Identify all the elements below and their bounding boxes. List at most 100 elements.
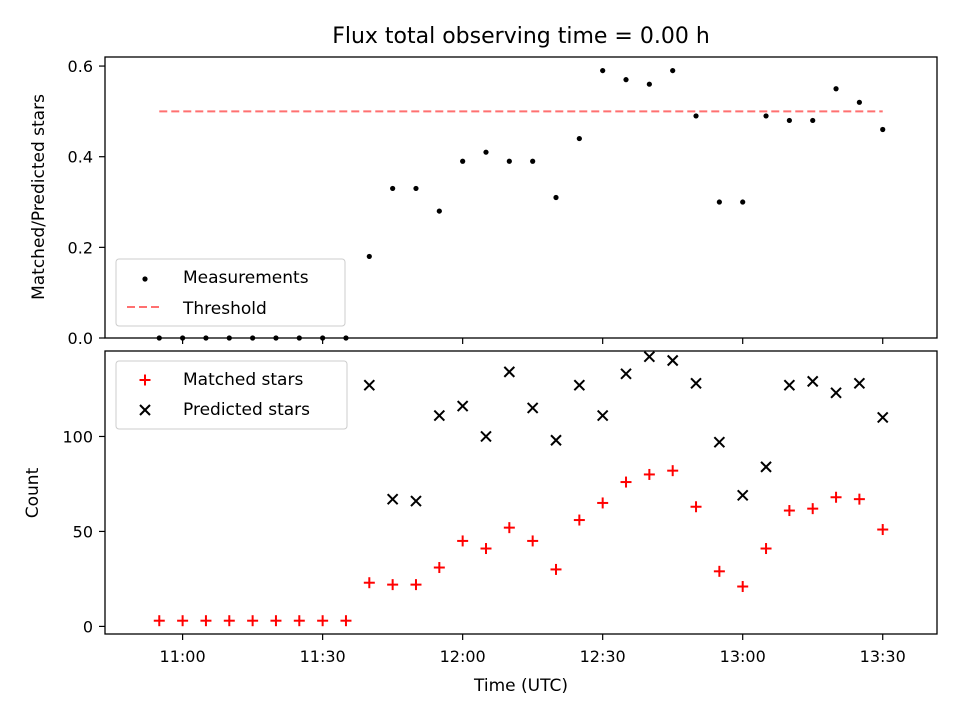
matched-point <box>667 465 679 477</box>
predicted-point <box>877 411 889 424</box>
measurement-point <box>833 86 839 92</box>
count-y-ticks: 0 50 100 <box>62 427 105 636</box>
predicted-point <box>830 387 842 399</box>
legend-matched-plus <box>139 374 151 386</box>
ratio-x-ticks <box>182 338 884 344</box>
matched-point <box>410 579 422 591</box>
matched-point <box>597 497 609 509</box>
matched-point <box>433 562 445 574</box>
predicted-point <box>690 377 702 389</box>
measurement-point <box>716 199 722 205</box>
matched-point <box>853 493 865 505</box>
predicted-point <box>526 402 539 414</box>
predicted-point <box>503 366 516 378</box>
predicted-point-b <box>526 402 539 414</box>
measurement-point <box>530 158 536 164</box>
matched-point <box>760 543 772 555</box>
matched-point <box>690 501 702 513</box>
ratio-axes-frame <box>104 56 938 339</box>
predicted-point-b <box>573 379 586 391</box>
matched-point <box>317 615 329 627</box>
matched-point <box>713 565 725 577</box>
matched-point <box>783 505 795 517</box>
predicted-point-b <box>410 495 422 507</box>
predicted-point-b <box>596 409 609 422</box>
predicted-point <box>573 379 586 391</box>
ratio-legend: Measurements Threshold <box>115 258 346 327</box>
legend-predicted-marker <box>139 404 151 416</box>
predicted-point-b <box>830 387 842 399</box>
count-y-tick-label: 0 <box>83 617 93 636</box>
matched-point <box>153 615 165 627</box>
predicted-point-b <box>853 377 866 389</box>
measurement-point <box>693 113 699 119</box>
predicted-point-b <box>877 411 889 424</box>
predicted-point-b <box>433 409 446 422</box>
matched-point <box>223 615 235 627</box>
x-axis-label: Time (UTC) <box>473 676 568 696</box>
count-x-ticks: 11:00 11:30 12:00 12:30 13:00 13:30 <box>160 634 906 666</box>
predicted-point <box>736 489 749 502</box>
ratio-axes: 0.0 0.2 0.4 0.6 Matched/Predicted stars Mea… <box>29 56 938 348</box>
matched-point <box>807 503 819 515</box>
count-axes-frame <box>104 350 938 635</box>
predicted-point <box>783 379 796 391</box>
ratio-y-axis-label: Matched/Predicted stars <box>29 94 49 300</box>
x-tick-label: 12:00 <box>440 647 486 666</box>
chart-title: Flux total observing time = 0.00 h <box>332 24 710 49</box>
measurement-point <box>576 135 582 142</box>
matched-point <box>177 615 189 627</box>
measurement-point <box>786 117 792 124</box>
predicted-point-b <box>363 379 376 391</box>
measurement-point <box>436 208 442 214</box>
x-tick-label: 11:00 <box>160 647 206 666</box>
predicted-point <box>433 409 446 422</box>
predicted-point <box>456 400 469 412</box>
matched-point <box>550 563 562 575</box>
x-tick-label: 13:00 <box>720 647 766 666</box>
matched-point <box>200 615 212 627</box>
predicted-point-b <box>690 377 702 389</box>
legend-matched-marker <box>139 374 151 386</box>
legend-predicted-x <box>139 404 151 416</box>
predicted-point <box>620 368 632 380</box>
predicted-point-b <box>456 400 469 412</box>
measurement-point <box>413 185 419 192</box>
measurement-point <box>740 199 746 205</box>
predicted-point-b <box>736 489 749 502</box>
predicted-point-b <box>807 375 819 388</box>
matched-point <box>527 535 539 547</box>
predicted-point-b <box>503 366 516 378</box>
matched-point <box>620 476 632 488</box>
measurement-point <box>623 77 629 83</box>
predicted-point-b <box>550 434 562 446</box>
predicted-point-b <box>760 461 772 473</box>
measurement-point <box>810 117 816 124</box>
matched-point <box>830 491 842 503</box>
predicted-point <box>363 379 376 391</box>
matched-point <box>503 522 515 534</box>
predicted-point-b <box>386 493 399 505</box>
measurement-point <box>600 67 606 74</box>
ratio-y-tick-label: 0.0 <box>68 329 93 348</box>
matched-point <box>573 514 585 526</box>
matched-point <box>270 615 282 627</box>
count-y-tick-label: 100 <box>62 427 93 446</box>
legend-threshold-label: Threshold <box>182 299 267 319</box>
count-legend-box <box>115 360 348 430</box>
measurement-point <box>366 253 372 260</box>
matched-point <box>363 577 375 589</box>
predicted-point-b <box>783 379 796 391</box>
count-axes: 0 50 100 11:00 11:30 12:00 12:30 13:00 13:30 Co… <box>23 350 938 696</box>
x-tick-label: 13:30 <box>860 647 906 666</box>
legend-measurements-marker <box>142 276 148 282</box>
ratio-y-tick-label: 0.4 <box>68 148 93 167</box>
measurement-point <box>460 158 466 164</box>
legend-predicted-label: Predicted stars <box>183 400 310 420</box>
predicted-point <box>643 350 656 363</box>
predicted-point <box>760 461 772 473</box>
predicted-point-b <box>643 350 656 363</box>
predicted-point <box>853 377 866 389</box>
legend-predicted-x-b <box>139 404 151 416</box>
